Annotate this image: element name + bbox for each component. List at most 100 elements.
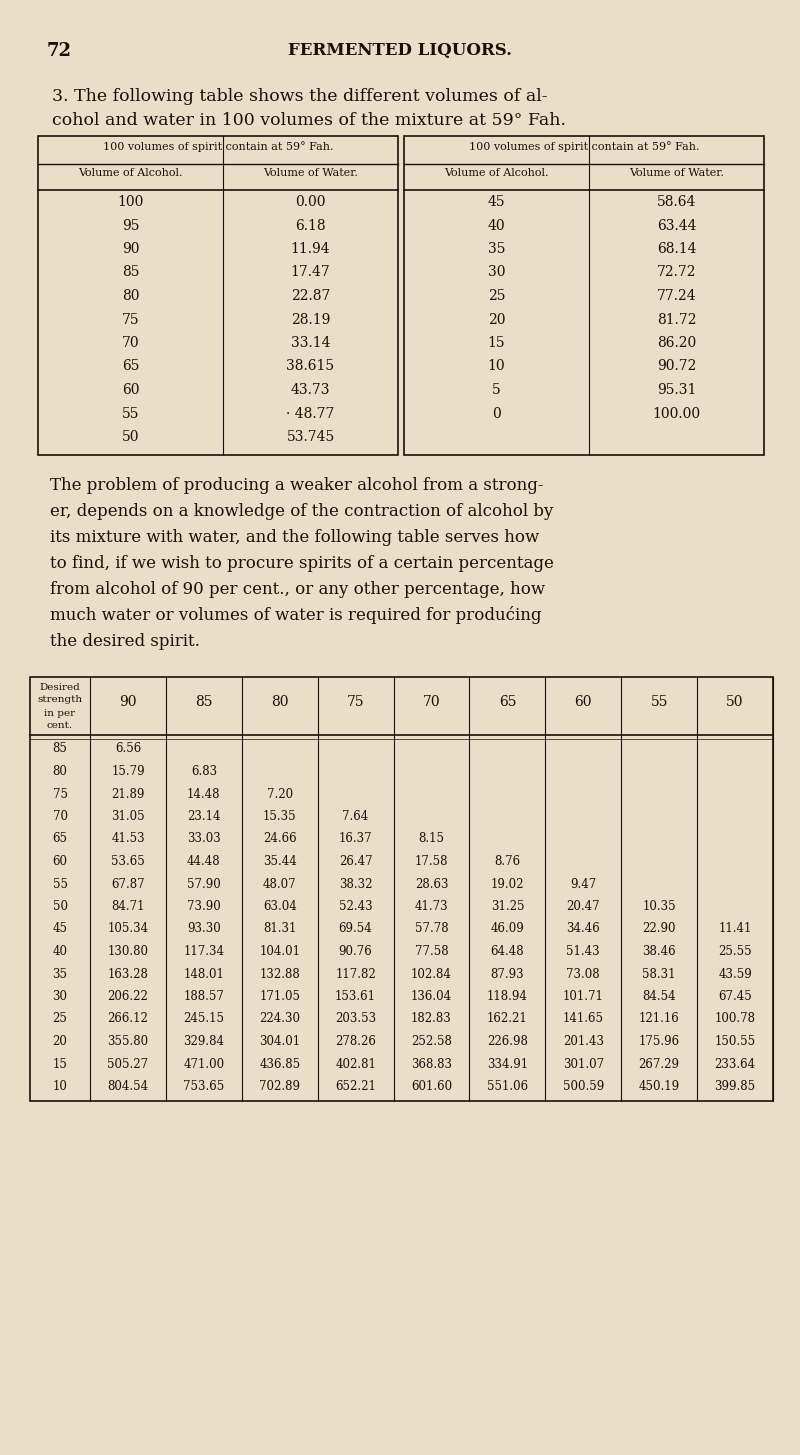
Text: 31.25: 31.25: [490, 901, 524, 912]
Text: 93.30: 93.30: [187, 922, 221, 936]
Text: Volume of Alcohol.: Volume of Alcohol.: [444, 167, 549, 178]
Bar: [30, 677, 773, 1100]
Text: 10: 10: [488, 359, 506, 374]
Text: · 48.77: · 48.77: [286, 406, 334, 420]
Text: 245.15: 245.15: [183, 1013, 224, 1026]
Text: 30: 30: [488, 265, 506, 279]
Text: 436.85: 436.85: [259, 1058, 300, 1071]
Text: to find, if we wish to procure spirits of a certain percentage: to find, if we wish to procure spirits o…: [50, 554, 554, 572]
Text: 141.65: 141.65: [562, 1013, 604, 1026]
Text: 104.01: 104.01: [259, 944, 300, 957]
Text: 101.71: 101.71: [563, 989, 604, 1002]
Text: 201.43: 201.43: [562, 1035, 604, 1048]
Text: 6.18: 6.18: [295, 218, 326, 233]
Text: 44.48: 44.48: [187, 856, 221, 869]
Text: 50: 50: [726, 694, 744, 709]
Text: 84.54: 84.54: [642, 989, 676, 1002]
Text: 40: 40: [488, 218, 506, 233]
Text: much water or volumes of water is required for produćing: much water or volumes of water is requir…: [50, 607, 542, 624]
Text: 132.88: 132.88: [259, 968, 300, 981]
Text: 28.19: 28.19: [291, 313, 330, 326]
Text: 77.58: 77.58: [414, 944, 448, 957]
Text: Volume of Water.: Volume of Water.: [629, 167, 724, 178]
Text: 28.63: 28.63: [414, 877, 448, 890]
Text: 233.64: 233.64: [714, 1058, 756, 1071]
Text: 150.55: 150.55: [714, 1035, 756, 1048]
Text: 20: 20: [488, 313, 506, 326]
Text: 203.53: 203.53: [335, 1013, 376, 1026]
Text: 471.00: 471.00: [183, 1058, 224, 1071]
Text: 7.20: 7.20: [266, 787, 293, 800]
Text: 8.15: 8.15: [418, 832, 445, 845]
Text: cohol and water in 100 volumes of the mixture at 59° Fah.: cohol and water in 100 volumes of the mi…: [52, 112, 566, 129]
Text: 399.85: 399.85: [714, 1080, 756, 1093]
Text: 22.87: 22.87: [291, 290, 330, 303]
Text: 23.14: 23.14: [187, 810, 221, 824]
Text: 500.59: 500.59: [562, 1080, 604, 1093]
Text: 148.01: 148.01: [183, 968, 224, 981]
Text: 25: 25: [488, 290, 506, 303]
Text: 21.89: 21.89: [111, 787, 145, 800]
Text: 38.615: 38.615: [286, 359, 334, 374]
Text: 43.73: 43.73: [290, 383, 330, 397]
Text: 72: 72: [47, 42, 72, 60]
Text: 90.72: 90.72: [657, 359, 696, 374]
Text: 15.35: 15.35: [263, 810, 297, 824]
Text: 80: 80: [271, 694, 289, 709]
Text: 0: 0: [492, 406, 501, 420]
Text: 17.58: 17.58: [414, 856, 448, 869]
Text: 75: 75: [53, 787, 67, 800]
Text: 10: 10: [53, 1080, 67, 1093]
Text: 52.43: 52.43: [338, 901, 373, 912]
Text: the desired spirit.: the desired spirit.: [50, 633, 200, 649]
Text: 100.78: 100.78: [714, 1013, 755, 1026]
Text: 136.04: 136.04: [411, 989, 452, 1002]
Text: 53.745: 53.745: [286, 431, 334, 444]
Text: 267.29: 267.29: [638, 1058, 680, 1071]
Text: Volume of Alcohol.: Volume of Alcohol.: [78, 167, 182, 178]
Text: 153.61: 153.61: [335, 989, 376, 1002]
Text: 45: 45: [488, 195, 506, 210]
Text: 73.08: 73.08: [566, 968, 600, 981]
Text: 100.00: 100.00: [653, 406, 701, 420]
Text: 41.53: 41.53: [111, 832, 145, 845]
Text: 65: 65: [122, 359, 139, 374]
Text: 7.64: 7.64: [342, 810, 369, 824]
Text: The problem of producing a weaker alcohol from a strong-: The problem of producing a weaker alcoho…: [50, 476, 543, 493]
Text: 51.43: 51.43: [566, 944, 600, 957]
Text: 85: 85: [195, 694, 213, 709]
Text: 60: 60: [122, 383, 139, 397]
Text: 368.83: 368.83: [411, 1058, 452, 1071]
Text: 58.64: 58.64: [657, 195, 696, 210]
Text: Volume of Water.: Volume of Water.: [263, 167, 358, 178]
Text: Desired: Desired: [40, 682, 80, 691]
Text: 30: 30: [53, 989, 67, 1002]
Text: 60: 60: [53, 856, 67, 869]
Text: 329.84: 329.84: [183, 1035, 224, 1048]
Text: 77.24: 77.24: [657, 290, 696, 303]
Text: 22.90: 22.90: [642, 922, 676, 936]
Text: 80: 80: [122, 290, 139, 303]
Text: 20: 20: [53, 1035, 67, 1048]
Text: 224.30: 224.30: [259, 1013, 300, 1026]
Text: 35: 35: [488, 242, 506, 256]
Text: 355.80: 355.80: [107, 1035, 149, 1048]
Text: 100 volumes of spirit contain at 59° Fah.: 100 volumes of spirit contain at 59° Fah…: [102, 141, 334, 151]
Text: 10.35: 10.35: [642, 901, 676, 912]
Text: 90: 90: [122, 242, 139, 256]
Text: from alcohol of 90 per cent., or any other percentage, how: from alcohol of 90 per cent., or any oth…: [50, 581, 545, 598]
Text: 182.83: 182.83: [411, 1013, 452, 1026]
Text: 0.00: 0.00: [295, 195, 326, 210]
Text: 5: 5: [492, 383, 501, 397]
Text: cent.: cent.: [47, 722, 73, 730]
Text: 171.05: 171.05: [259, 989, 300, 1002]
Text: 80: 80: [53, 765, 67, 778]
Text: 25.55: 25.55: [718, 944, 752, 957]
Text: 75: 75: [122, 313, 139, 326]
Text: 6.56: 6.56: [115, 742, 141, 755]
Text: 67.87: 67.87: [111, 877, 145, 890]
Text: 45: 45: [53, 922, 67, 936]
Text: 85: 85: [122, 265, 139, 279]
Text: 25: 25: [53, 1013, 67, 1026]
Text: 95: 95: [122, 218, 139, 233]
